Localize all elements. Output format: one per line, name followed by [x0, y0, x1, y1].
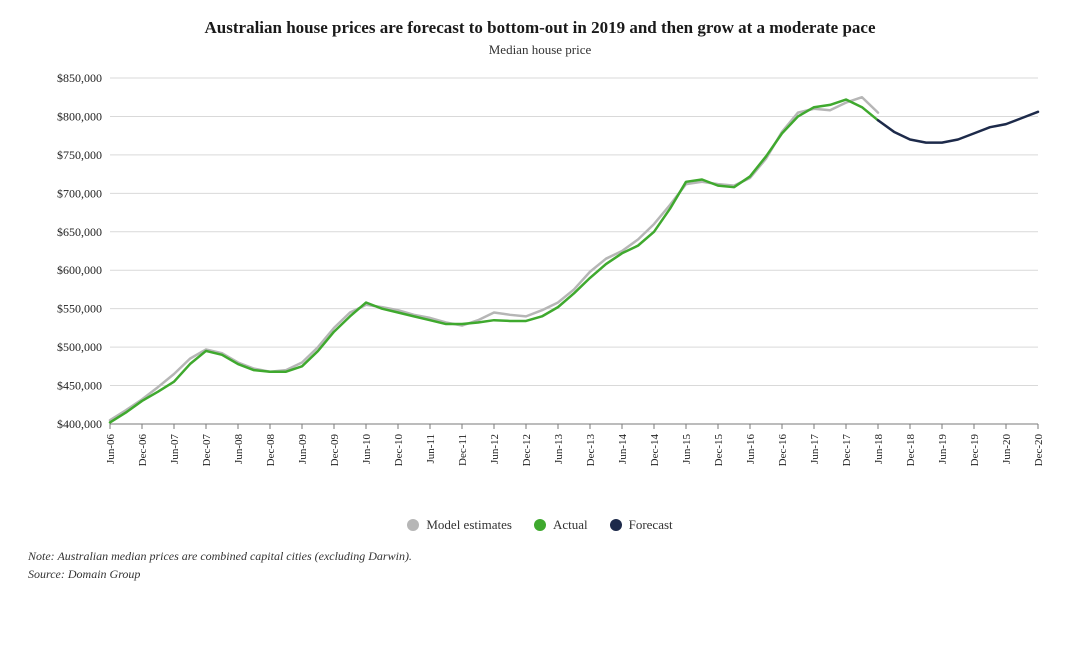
- legend-item-model-estimates: Model estimates: [407, 517, 512, 533]
- svg-text:Dec-16: Dec-16: [777, 434, 789, 467]
- series-actual: [110, 100, 878, 423]
- svg-text:Jun-18: Jun-18: [873, 434, 885, 464]
- svg-text:Dec-11: Dec-11: [457, 434, 469, 466]
- svg-text:Jun-13: Jun-13: [553, 434, 565, 464]
- legend-marker: [407, 519, 419, 531]
- chart-svg: $400,000 $450,000 $500,000 $550,000 $600,000…: [28, 68, 1052, 498]
- svg-text:Dec-15: Dec-15: [713, 434, 725, 467]
- svg-text:Jun-15: Jun-15: [681, 434, 693, 464]
- svg-text:Dec-20: Dec-20: [1033, 434, 1045, 467]
- legend-label: Actual: [553, 517, 588, 533]
- svg-text:Dec-14: Dec-14: [649, 434, 661, 467]
- legend-marker: [610, 519, 622, 531]
- svg-text:$650,000: $650,000: [57, 225, 102, 239]
- svg-text:Dec-12: Dec-12: [521, 434, 533, 466]
- source-text: Source: Domain Group: [28, 565, 1052, 583]
- legend-item-actual: Actual: [534, 517, 588, 533]
- svg-text:$850,000: $850,000: [57, 71, 102, 85]
- svg-text:Jun-06: Jun-06: [105, 434, 117, 464]
- svg-text:Jun-17: Jun-17: [809, 434, 821, 464]
- svg-text:$800,000: $800,000: [57, 109, 102, 123]
- svg-text:$550,000: $550,000: [57, 302, 102, 316]
- legend-item-forecast: Forecast: [610, 517, 673, 533]
- svg-text:Jun-10: Jun-10: [361, 434, 373, 464]
- svg-text:Dec-07: Dec-07: [201, 434, 213, 467]
- svg-text:$400,000: $400,000: [57, 417, 102, 431]
- svg-text:Dec-18: Dec-18: [905, 434, 917, 467]
- svg-text:Dec-09: Dec-09: [329, 434, 341, 467]
- legend-label: Model estimates: [426, 517, 512, 533]
- svg-text:Jun-14: Jun-14: [617, 434, 629, 464]
- legend-marker: [534, 519, 546, 531]
- line-chart: $400,000 $450,000 $500,000 $550,000 $600,000…: [28, 68, 1052, 503]
- svg-text:Jun-09: Jun-09: [297, 434, 309, 464]
- svg-text:Jun-07: Jun-07: [169, 434, 181, 464]
- svg-text:Dec-06: Dec-06: [137, 434, 149, 467]
- svg-text:Dec-13: Dec-13: [585, 434, 597, 467]
- svg-text:Jun-08: Jun-08: [233, 434, 245, 464]
- chart-footnotes: Note: Australian median prices are combi…: [28, 547, 1052, 583]
- svg-text:Jun-19: Jun-19: [937, 434, 949, 464]
- series-model-estimates: [110, 97, 878, 420]
- svg-text:Jun-20: Jun-20: [1001, 434, 1013, 464]
- svg-text:Jun-12: Jun-12: [489, 434, 501, 464]
- svg-text:Dec-10: Dec-10: [393, 434, 405, 467]
- svg-text:Dec-19: Dec-19: [969, 434, 981, 467]
- chart-title: Australian house prices are forecast to …: [28, 18, 1052, 38]
- svg-text:$750,000: $750,000: [57, 148, 102, 162]
- svg-text:Dec-08: Dec-08: [265, 434, 277, 467]
- svg-text:$500,000: $500,000: [57, 340, 102, 354]
- svg-text:Jun-16: Jun-16: [745, 434, 757, 464]
- svg-text:$600,000: $600,000: [57, 263, 102, 277]
- note-text: Note: Australian median prices are combi…: [28, 547, 1052, 565]
- chart-subtitle: Median house price: [28, 42, 1052, 58]
- svg-text:$700,000: $700,000: [57, 186, 102, 200]
- svg-text:Jun-11: Jun-11: [425, 434, 437, 464]
- svg-text:Dec-17: Dec-17: [841, 434, 853, 467]
- chart-legend: Model estimates Actual Forecast: [28, 517, 1052, 533]
- svg-text:$450,000: $450,000: [57, 379, 102, 393]
- legend-label: Forecast: [629, 517, 673, 533]
